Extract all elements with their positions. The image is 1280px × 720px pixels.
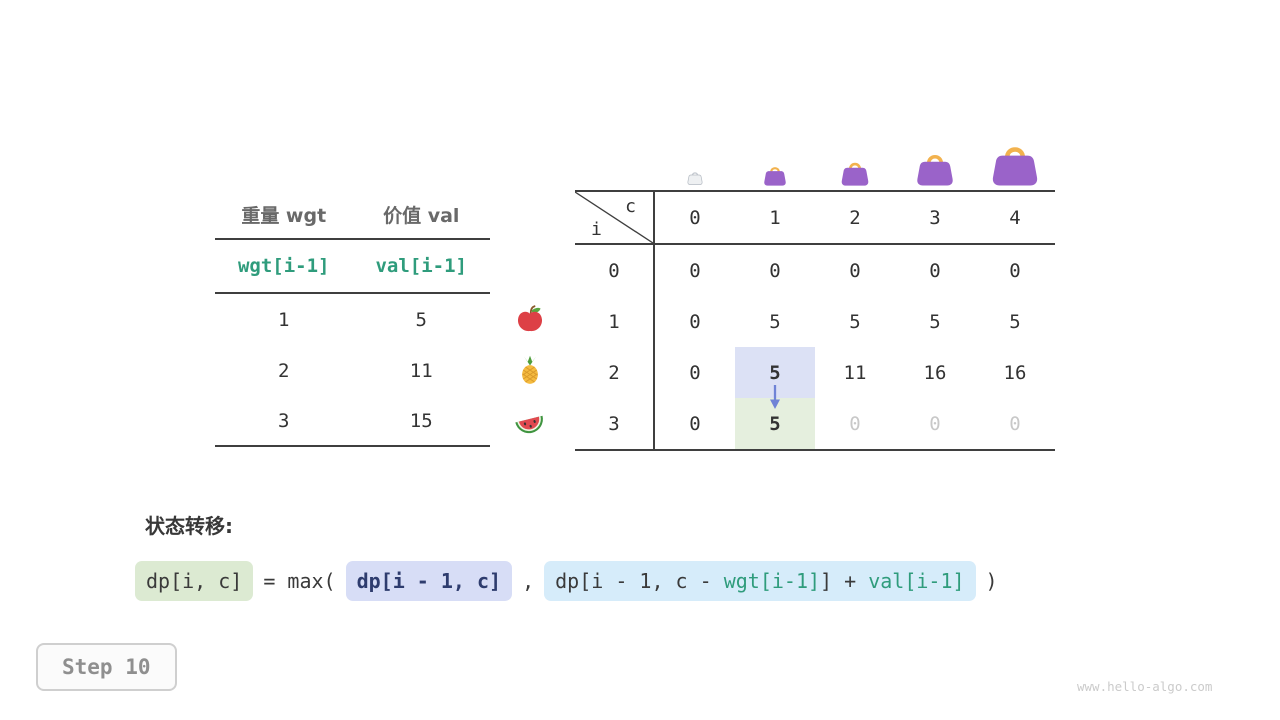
pineapple-icon (515, 355, 545, 389)
transition-arrow-icon (767, 384, 783, 414)
value-column-header: 价值 val (383, 204, 460, 227)
dp-cell: 11 (843, 361, 867, 384)
dp-cell: 5 (929, 310, 941, 333)
item-row: 1 5 (215, 294, 490, 345)
item-row: 3 15 (215, 396, 490, 447)
bag-empty-icon (687, 170, 703, 189)
watermelon-icon (513, 405, 546, 442)
row-axis-label: i (591, 219, 602, 240)
dp-row-label: 2 (575, 347, 655, 398)
dp-cell: 5 (849, 310, 861, 333)
formula-option-take: dp[i - 1, c - wgt[i-1]] + val[i-1] (544, 561, 976, 601)
watermark: www.hello-algo.com (1077, 679, 1213, 694)
items-table: 重量 wgt 价值 val wgt[i-1] val[i-1] 1 5 2 11… (215, 190, 490, 447)
bag-large-icon (915, 150, 955, 190)
items-table-formula-row: wgt[i-1] val[i-1] (215, 240, 490, 294)
formula-take-mid: ] + (820, 569, 869, 593)
dp-cell: 0 (1009, 259, 1021, 282)
dp-cell: 0 (689, 259, 701, 282)
dp-cell: 0 (929, 259, 941, 282)
wgt-formula-cell: wgt[i-1] (237, 255, 330, 277)
dp-col-header: 1 (735, 192, 815, 245)
formula-take-prefix: dp[i - 1, c - (555, 569, 724, 593)
formula-option-keep: dp[i - 1, c] (345, 561, 513, 601)
dp-cell: 0 (849, 412, 861, 435)
apple-icon (515, 304, 545, 338)
dp-table: c i 0 1 2 3 4 0 0 0 0 0 0 1 0 5 5 5 5 2 … (575, 190, 1055, 451)
formula-lhs: dp[i, c] (135, 561, 254, 601)
item-weight: 1 (278, 308, 290, 331)
dp-cell: 5 (1009, 310, 1021, 333)
dp-row-label: 1 (575, 296, 655, 347)
bag-xlarge-icon (990, 141, 1040, 190)
formula-equals-max: = max( (263, 569, 336, 593)
val-formula-cell: val[i-1] (375, 255, 467, 277)
dp-cell: 0 (769, 259, 781, 282)
dp-cell: 0 (689, 310, 701, 333)
bag-medium-icon (840, 159, 870, 190)
dp-cell: 0 (929, 412, 941, 435)
item-row: 2 11 (215, 345, 490, 396)
item-weight: 3 (278, 409, 290, 432)
bag-small-icon (763, 164, 787, 190)
dp-row-label: 3 (575, 398, 655, 449)
dp-col-header: 3 (895, 192, 975, 245)
dp-cell: 5 (769, 310, 781, 333)
formula-close-paren: ) (985, 569, 998, 593)
dp-corner: c i (575, 192, 655, 245)
item-value: 5 (415, 308, 427, 331)
weight-column-header: 重量 wgt (241, 204, 327, 227)
col-axis-label: c (625, 196, 636, 217)
dp-cell: 0 (689, 361, 701, 384)
item-weight: 2 (278, 359, 290, 382)
dp-row-label: 0 (575, 245, 655, 296)
corner-diagonal (575, 192, 653, 243)
dp-cell: 16 (923, 361, 947, 384)
formula-take-wgt: wgt[i-1] (723, 569, 821, 593)
dp-col-header: 4 (975, 192, 1055, 245)
formula-take-val: val[i-1] (868, 569, 965, 593)
item-value: 11 (409, 359, 433, 382)
dp-cell: 16 (1003, 361, 1027, 384)
state-transition-formula: dp[i, c] = max( dp[i - 1, c] , dp[i - 1,… (135, 561, 998, 601)
items-table-header-row: 重量 wgt 价值 val (215, 190, 490, 240)
dp-cell: 0 (849, 259, 861, 282)
dp-col-header: 0 (655, 192, 735, 245)
formula-comma: , (522, 569, 535, 593)
item-value: 15 (409, 409, 433, 432)
state-transition-label: 状态转移: (145, 514, 233, 538)
dp-col-header: 2 (815, 192, 895, 245)
step-badge: Step 10 (36, 643, 177, 691)
dp-cell: 0 (689, 412, 701, 435)
dp-cell: 0 (1009, 412, 1021, 435)
